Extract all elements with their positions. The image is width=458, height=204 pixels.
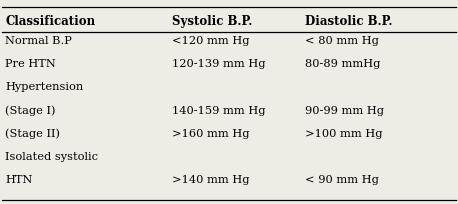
Text: < 90 mm Hg: < 90 mm Hg bbox=[305, 175, 378, 185]
Text: (Stage II): (Stage II) bbox=[5, 129, 60, 139]
Text: Normal B.P: Normal B.P bbox=[5, 36, 72, 46]
Text: <120 mm Hg: <120 mm Hg bbox=[172, 36, 249, 46]
Text: (Stage I): (Stage I) bbox=[5, 105, 56, 116]
Text: 140-159 mm Hg: 140-159 mm Hg bbox=[172, 105, 265, 116]
Text: < 80 mm Hg: < 80 mm Hg bbox=[305, 36, 378, 46]
Text: >140 mm Hg: >140 mm Hg bbox=[172, 175, 249, 185]
Text: HTN: HTN bbox=[5, 175, 33, 185]
Text: 90-99 mm Hg: 90-99 mm Hg bbox=[305, 105, 383, 116]
Text: 80-89 mmHg: 80-89 mmHg bbox=[305, 59, 380, 69]
Text: 120-139 mm Hg: 120-139 mm Hg bbox=[172, 59, 265, 69]
Text: Isolated systolic: Isolated systolic bbox=[5, 152, 98, 162]
Text: >100 mm Hg: >100 mm Hg bbox=[305, 129, 382, 139]
Text: Systolic B.P.: Systolic B.P. bbox=[172, 15, 252, 28]
Text: Pre HTN: Pre HTN bbox=[5, 59, 56, 69]
Text: Hypertension: Hypertension bbox=[5, 82, 84, 92]
Text: >160 mm Hg: >160 mm Hg bbox=[172, 129, 249, 139]
Text: Classification: Classification bbox=[5, 15, 96, 28]
Text: Diastolic B.P.: Diastolic B.P. bbox=[305, 15, 392, 28]
